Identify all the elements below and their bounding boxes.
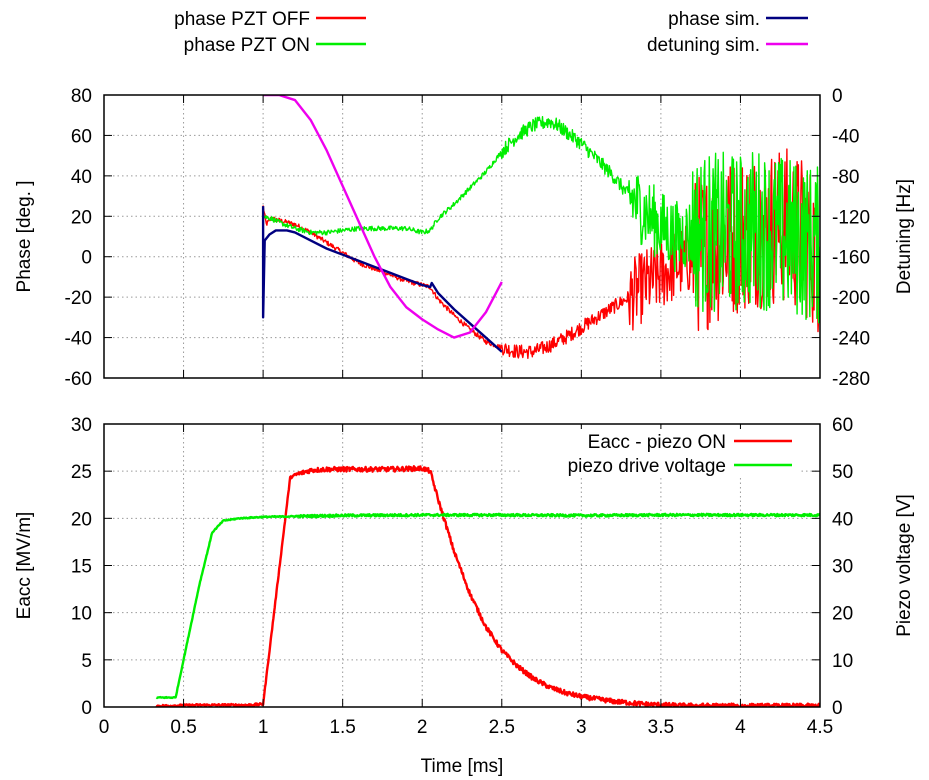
- detuning-axis-label: Detuning [Hz]: [894, 179, 915, 294]
- eacc-axis-label: Eacc [MV/m]: [14, 512, 35, 620]
- eacc-plot-series: [155, 465, 820, 707]
- series-phase-sim: [261, 206, 503, 353]
- y2-tick-label: -40: [832, 126, 859, 147]
- x-tick-label: 2: [417, 717, 428, 738]
- y-tick-label: -40: [65, 329, 92, 350]
- y-tick-label: 25: [71, 462, 92, 483]
- legend-label: detuning sim.: [647, 35, 760, 56]
- x-tick-label: 4: [735, 717, 746, 738]
- legend-entry-phase-sim: phase sim.: [668, 9, 808, 30]
- y-tick-label: 0: [81, 698, 92, 719]
- eacc-plot-ticks: 0 0.5 1 1.5 2 2.5 3 3.5 4 4.505101520253001020304…: [71, 415, 853, 738]
- legend-entry-piezo-drive-voltage: piezo drive voltage: [520, 453, 800, 477]
- phase-plot-series: [261, 95, 820, 360]
- y2-tick-label: -120: [832, 207, 870, 228]
- y-tick-label: 5: [81, 651, 92, 672]
- y-tick-label: 15: [71, 557, 92, 578]
- eacc-plot-legend: Eacc - piezo ON piezo drive voltage: [520, 429, 800, 477]
- y2-tick-label: -240: [832, 329, 870, 350]
- y-tick-label: 0: [81, 248, 92, 269]
- time-axis-label: Time [ms]: [421, 756, 504, 777]
- legend-entry-detuning-sim: detuning sim.: [647, 35, 808, 56]
- y2-tick-label: -280: [832, 369, 870, 390]
- y-tick-label: 10: [71, 604, 92, 625]
- phase-plot: -60-40-20020406080-280-240-200-160-120-8…: [14, 86, 915, 390]
- x-tick-label: 0: [99, 717, 110, 738]
- x-tick-label: 2.5: [489, 717, 515, 738]
- legend-label: phase PZT ON: [184, 35, 310, 56]
- y2-tick-label: 30: [832, 557, 853, 578]
- y-tick-label: -60: [65, 369, 92, 390]
- legend-entry-phase-pzt-off: phase PZT OFF: [174, 9, 366, 30]
- phase-plot-frame: [103, 94, 821, 379]
- y-tick-label: -20: [65, 288, 92, 309]
- y2-tick-label: -200: [832, 288, 870, 309]
- y2-tick-label: -160: [832, 248, 870, 269]
- y2-tick-label: 10: [832, 651, 853, 672]
- x-tick-label: 3.5: [648, 717, 674, 738]
- y-tick-label: 30: [71, 415, 92, 436]
- y2-tick-label: 20: [832, 604, 853, 625]
- legend-label: phase PZT OFF: [174, 9, 310, 30]
- phase-plot-legend: phase PZT OFF phase PZT ON phase sim. detun…: [174, 9, 808, 56]
- phase-axis-label: Phase [deg. ]: [14, 181, 35, 293]
- eacc-plot: 0 0.5 1 1.5 2 2.5 3 3.5 4 4.505101520253001020304…: [14, 415, 915, 777]
- phase-plot-ticks: -60-40-20020406080-280-240-200-160-120-8…: [65, 86, 871, 390]
- y2-tick-label: 0: [832, 698, 843, 719]
- y-tick-label: 40: [71, 167, 92, 188]
- legend-entry-eacc-piezo-on: Eacc - piezo ON: [520, 429, 800, 453]
- series-eacc-piezo-on: [155, 465, 820, 707]
- y-tick-label: 20: [71, 207, 92, 228]
- x-tick-label: 1.5: [329, 717, 355, 738]
- series-phase-pzt-on: [262, 116, 820, 324]
- y-tick-label: 80: [71, 86, 92, 107]
- y2-tick-label: 50: [832, 462, 853, 483]
- series-piezo-drive-voltage: [155, 512, 820, 700]
- y2-tick-label: -80: [832, 167, 859, 188]
- x-tick-label: 1: [258, 717, 269, 738]
- y2-tick-label: 0: [832, 86, 843, 107]
- y2-tick-label: 40: [832, 509, 853, 530]
- x-tick-label: 0.5: [170, 717, 196, 738]
- legend-label: piezo drive voltage: [568, 456, 726, 477]
- piezo-voltage-axis-label: Piezo voltage [V]: [894, 494, 915, 637]
- series-detuning-sim: [263, 95, 503, 339]
- legend-entry-phase-pzt-on: phase PZT ON: [184, 35, 366, 56]
- x-tick-label: 3: [576, 717, 587, 738]
- legend-label: phase sim.: [668, 9, 760, 30]
- x-tick-label: 4.5: [807, 717, 833, 738]
- y-tick-label: 60: [71, 126, 92, 147]
- legend-label: Eacc - piezo ON: [588, 432, 726, 453]
- y2-tick-label: 60: [832, 415, 853, 436]
- y-tick-label: 20: [71, 509, 92, 530]
